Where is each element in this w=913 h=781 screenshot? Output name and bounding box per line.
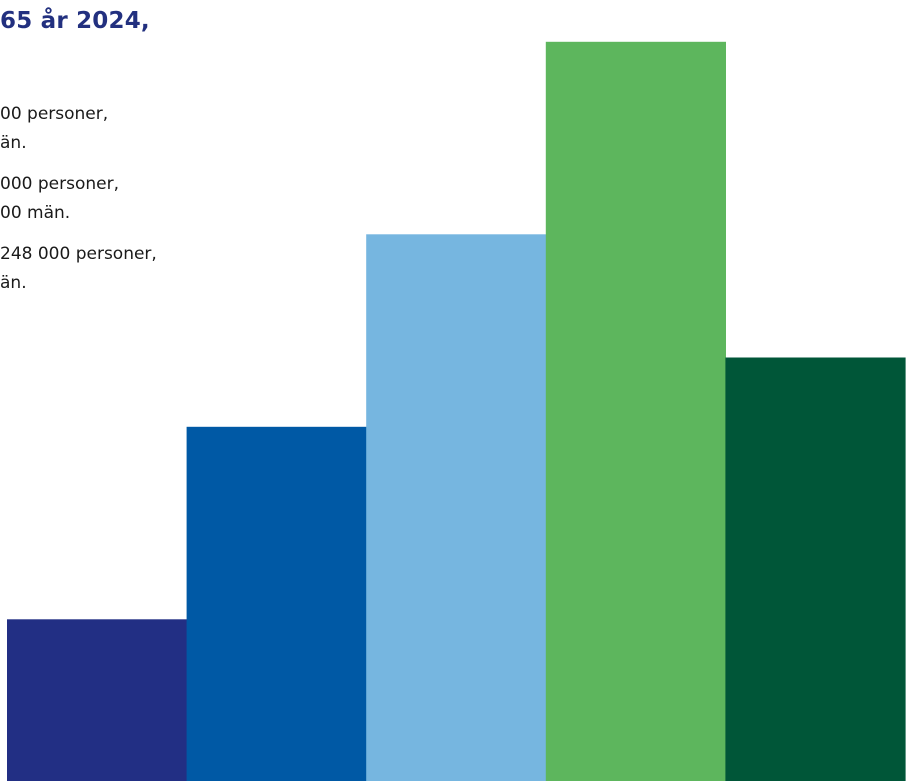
page-heading: 65 år 2024, [0,8,150,34]
bar-2 [186,426,367,781]
bar-5 [725,357,906,781]
fact-line: 00 män. [0,203,71,223]
fact-item: 00 personer, än. [0,100,157,158]
bar-3 [366,234,547,781]
fact-line: 248 000 personer, [0,244,157,264]
bar-4 [545,41,726,781]
fact-line: än. [0,133,27,153]
fact-item: 000 personer, 00 män. [0,170,157,228]
fact-line: 00 personer, [0,104,109,124]
bar-1 [7,619,188,781]
fact-line: än. [0,273,27,293]
fact-line: 000 personer, [0,174,119,194]
fact-list: 00 personer, än. 000 personer, 00 män. 2… [0,100,157,310]
fact-item: 248 000 personer, än. [0,240,157,298]
